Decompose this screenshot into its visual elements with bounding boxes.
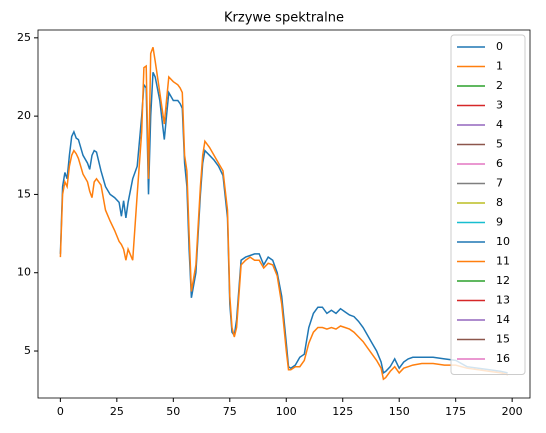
legend-label: 9 (496, 216, 503, 229)
legend-label: 14 (496, 313, 510, 326)
legend-label: 15 (496, 333, 510, 346)
x-tick-label: 125 (332, 405, 353, 418)
legend-label: 8 (496, 196, 503, 209)
x-tick-label: 200 (502, 405, 523, 418)
legend-label: 3 (496, 99, 503, 112)
x-tick-label: 100 (276, 405, 297, 418)
x-tick-label: 150 (389, 405, 410, 418)
y-tick-label: 25 (17, 31, 31, 44)
chart-title: Krzywe spektralne (224, 11, 344, 26)
legend-label: 11 (496, 255, 510, 268)
x-tick-label: 175 (445, 405, 466, 418)
legend-label: 4 (496, 118, 503, 131)
legend-label: 5 (496, 138, 503, 151)
legend-label: 6 (496, 157, 503, 170)
y-tick-label: 10 (17, 266, 31, 279)
x-tick-label: 50 (166, 405, 180, 418)
legend-label: 13 (496, 294, 510, 307)
legend-box (450, 34, 526, 375)
legend-label: 1 (496, 60, 503, 73)
legend-label: 0 (496, 40, 503, 53)
x-tick-label: 25 (110, 405, 124, 418)
x-tick-label: 0 (57, 405, 64, 418)
legend-label: 2 (496, 79, 503, 92)
y-tick-label: 5 (24, 344, 31, 357)
legend-label: 10 (496, 235, 510, 248)
y-tick-label: 20 (17, 109, 31, 122)
plot-frame (37, 29, 531, 399)
legend-label: 16 (496, 352, 510, 365)
series-line (59, 46, 508, 381)
x-tick-label: 75 (223, 405, 237, 418)
legend-label: 7 (496, 177, 503, 190)
legend-label: 12 (496, 274, 510, 287)
y-tick-label: 15 (17, 187, 31, 200)
